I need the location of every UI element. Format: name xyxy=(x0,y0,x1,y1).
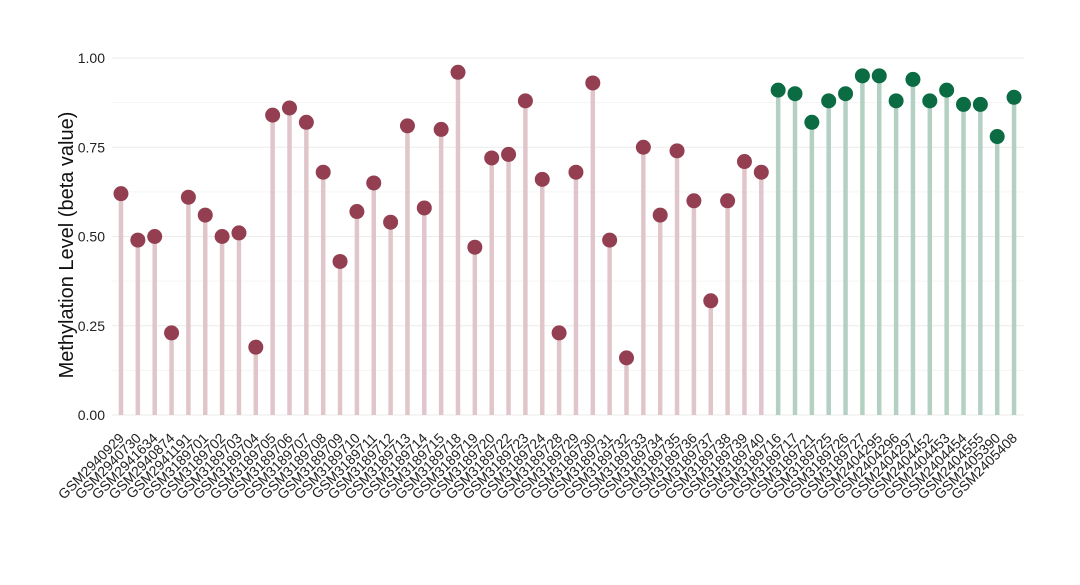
lollipop-point xyxy=(484,150,500,166)
y-axis-label: Methylation Level (beta value) xyxy=(56,112,78,379)
lollipop-point xyxy=(416,200,432,216)
lollipop-stems xyxy=(118,72,1017,415)
lollipop-point xyxy=(635,139,651,155)
lollipop-point xyxy=(248,339,264,355)
lollipop-point xyxy=(568,164,584,180)
lollipop-point xyxy=(956,96,971,112)
lollipop-point xyxy=(467,239,483,255)
lollipop-point xyxy=(602,232,618,248)
y-axis: 0.00 0.25 0.50 0.75 1.00 xyxy=(78,50,105,423)
lollipop-point xyxy=(298,114,314,130)
lollipop-point xyxy=(619,350,634,366)
lollipop-point xyxy=(669,143,685,159)
lollipop-point xyxy=(720,193,736,209)
lollipop-point xyxy=(652,207,668,223)
lollipop-point xyxy=(214,229,230,244)
lollipop-point xyxy=(703,293,719,309)
lollipop-point xyxy=(939,82,955,98)
lollipop-point xyxy=(315,164,331,180)
lollipop-point xyxy=(180,189,196,205)
lollipop-points xyxy=(113,64,1022,366)
lollipop-point xyxy=(147,229,163,244)
lollipop-point xyxy=(753,164,769,180)
lollipop-point xyxy=(366,175,382,191)
lollipop-point xyxy=(585,75,601,91)
lollipop-point xyxy=(787,86,803,102)
lollipop-point xyxy=(164,325,180,341)
y-tick-label: 0.75 xyxy=(78,139,105,155)
lollipop-point xyxy=(989,129,1005,145)
y-tick-label: 0.00 xyxy=(78,407,105,423)
y-tick-label: 0.50 xyxy=(78,229,105,245)
lollipop-point xyxy=(972,96,988,112)
lollipop-point xyxy=(197,207,213,223)
lollipop-point xyxy=(854,68,870,84)
lollipop-point xyxy=(231,225,247,241)
lollipop-point xyxy=(349,204,365,220)
lollipop-point xyxy=(383,214,399,230)
lollipop-point xyxy=(736,154,752,170)
lollipop-point xyxy=(871,68,887,84)
lollipop-point xyxy=(450,64,466,80)
lollipop-point xyxy=(551,325,567,341)
lollipop-point xyxy=(770,82,786,98)
lollipop-point xyxy=(433,121,449,137)
lollipop-point xyxy=(265,107,281,123)
lollipop-point xyxy=(922,93,938,109)
lollipop-point xyxy=(399,118,415,134)
x-axis: GSM2940929GSM2940730GSM2941634GSM2940874… xyxy=(55,430,1021,503)
grid-lines xyxy=(112,57,1024,416)
lollipop-point xyxy=(517,93,533,109)
lollipop-point xyxy=(332,253,348,269)
y-tick-label: 1.00 xyxy=(78,50,105,66)
lollipop-point xyxy=(888,93,904,109)
lollipop-point xyxy=(821,93,837,109)
lollipop-point xyxy=(282,100,297,116)
lollipop-point xyxy=(838,86,854,102)
lollipop-point xyxy=(501,146,517,162)
lollipop-point xyxy=(534,171,550,187)
lollipop-point xyxy=(905,71,921,87)
lollipop-point xyxy=(804,114,820,130)
y-tick-label: 0.25 xyxy=(78,318,105,334)
lollipop-point xyxy=(113,186,129,202)
lollipop-point xyxy=(130,232,146,248)
lollipop-point xyxy=(686,193,702,209)
lollipop-point xyxy=(1006,89,1022,105)
